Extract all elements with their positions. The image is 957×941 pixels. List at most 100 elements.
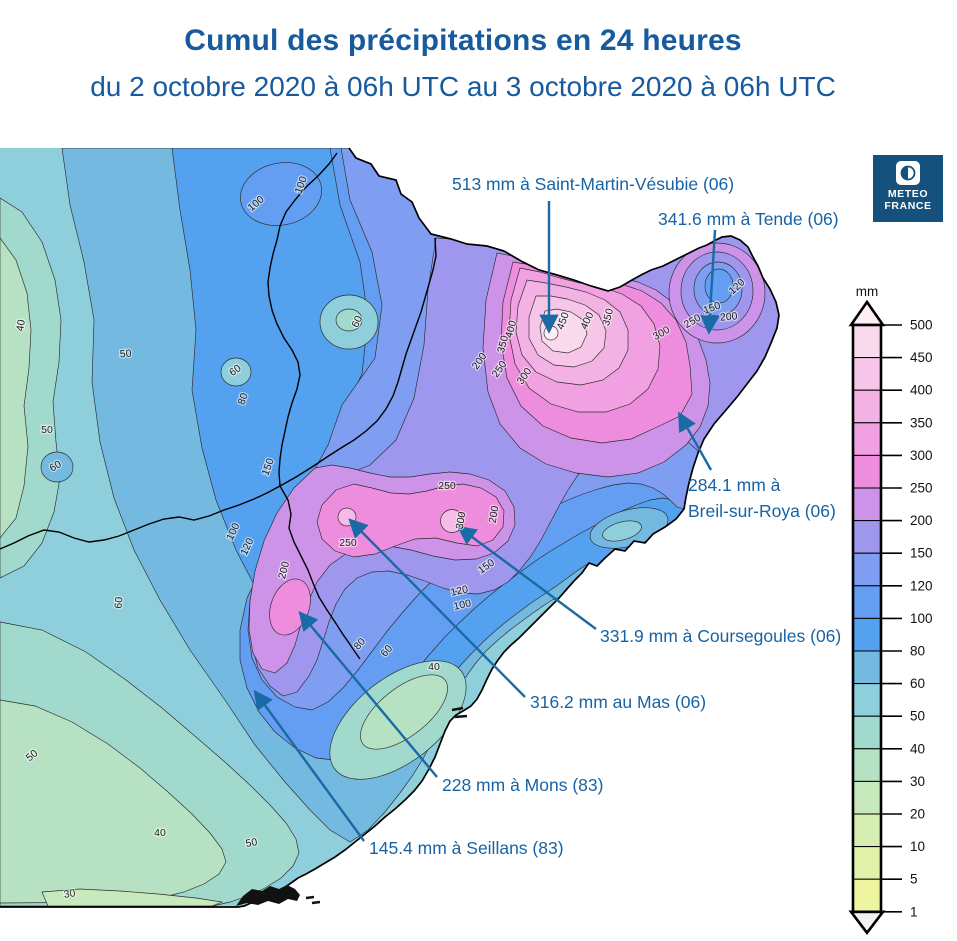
legend-tick-label: 20 — [910, 807, 925, 822]
contour-label-250: 250 — [438, 480, 456, 492]
contour-label-50: 50 — [41, 424, 53, 436]
contour-band-30-west — [0, 237, 32, 539]
annotation-label: 341.6 mm à Tende (06) — [658, 209, 839, 229]
legend-frame — [851, 323, 883, 914]
legend-band-1-5 — [852, 878, 882, 913]
contour-label-40: 40 — [154, 827, 166, 839]
annotation-label: 284.1 mm à — [688, 475, 781, 495]
logo-line2: FRANCE — [884, 200, 932, 212]
legend-tick-label: 30 — [910, 774, 925, 789]
contour-label-80: 80 — [236, 391, 251, 406]
legend-band-200-250 — [852, 487, 882, 522]
legend-band-20-30 — [852, 780, 882, 815]
arrow-tende — [700, 229, 720, 335]
annotation-coursegoules: 331.9 mm à Coursegoules (06) — [600, 623, 841, 649]
legend-tick-label: 500 — [910, 318, 933, 333]
contour-label-50: 50 — [245, 836, 259, 850]
legend-band-100-120 — [852, 585, 882, 619]
contour-label-50: 50 — [119, 348, 132, 361]
legend-tick-label: 450 — [910, 350, 933, 365]
islet-icon — [305, 895, 315, 900]
legend-band-60-80 — [852, 650, 882, 685]
france-italy-border-and-coastline — [0, 147, 780, 908]
contour-label-40: 40 — [14, 319, 28, 333]
contour-label-300: 300 — [454, 511, 469, 530]
pocket-100-north — [240, 162, 322, 226]
contour-label-30: 30 — [63, 887, 76, 901]
legend-tick-label: 5 — [910, 872, 918, 887]
pocket-50-small — [220, 357, 252, 387]
legend-tick-label: 1 — [910, 904, 918, 919]
legend-tick-label: 150 — [910, 546, 933, 561]
legend-tick-label: 60 — [910, 676, 925, 691]
annotation-seillans: 145.4 mm à Seillans (83) — [369, 835, 564, 861]
legend-band-400-450 — [852, 357, 882, 391]
page-subtitle: du 2 octobre 2020 à 06h UTC au 3 octobre… — [90, 71, 836, 102]
legend-band->500 — [848, 299, 886, 327]
contour-label-200: 200 — [719, 310, 738, 323]
contour-label-40: 40 — [428, 661, 440, 673]
saint-tropez-peninsula — [236, 885, 300, 906]
contour-label-350: 350 — [600, 307, 616, 327]
contour-label-200: 200 — [276, 560, 292, 580]
contour-label-200: 200 — [487, 505, 502, 524]
annotation-tende: 341.6 mm à Tende (06) — [658, 206, 839, 232]
legend-band-120-150 — [852, 552, 882, 587]
logo-line1: METEO — [887, 188, 929, 200]
annotation-label: 331.9 mm à Coursegoules (06) — [600, 626, 842, 646]
contour-band-30-frejus — [360, 674, 448, 750]
arrow-le-mas — [348, 518, 526, 698]
legend-band-300-350 — [852, 422, 882, 456]
menton-pocket-50 — [602, 520, 642, 542]
department-boundary-north — [267, 152, 338, 487]
contour-label-400: 400 — [503, 319, 519, 339]
contour-label-120: 120 — [450, 583, 470, 598]
annotation-label: 228 mm à Mons (83) — [442, 775, 604, 795]
legend-tick-label: 40 — [910, 741, 925, 756]
department-boundary-var — [0, 485, 361, 660]
contour-label-100: 100 — [453, 597, 473, 612]
legend-band-<1 — [848, 910, 886, 935]
legend-colorbar: mm 5004504003503002502001501201008060504… — [848, 284, 933, 935]
contour-label-60: 60 — [113, 596, 126, 609]
legend-tick-label: 200 — [910, 513, 933, 528]
legend-band-80-100 — [852, 617, 882, 652]
legend-band-350-400 — [852, 389, 882, 424]
annotation-label: 316.2 mm au Mas (06) — [530, 692, 707, 712]
meteo-france-icon — [896, 161, 920, 185]
meteo-france-logo: METEO FRANCE — [873, 155, 943, 222]
islet-icon — [311, 900, 321, 905]
contour-label-250: 250 — [339, 537, 357, 549]
header: Cumul des précipitations en 24 heures du… — [0, 0, 926, 103]
contour-label-450: 450 — [555, 311, 572, 332]
arrow-mons — [298, 611, 438, 778]
page-title: Cumul des précipitations en 24 heures — [184, 24, 742, 57]
annotation-arrows — [253, 201, 720, 842]
annotation-breil-sur-roya: 284.1 mm à Breil-sur-Roya (06) — [688, 472, 836, 524]
department-boundary-northeast — [279, 237, 437, 487]
legend-tick-label: 300 — [910, 448, 933, 463]
legend-tick-label: 120 — [910, 578, 933, 593]
legend-band-5-10 — [852, 846, 882, 880]
contour-band-20-southwest — [41, 888, 224, 907]
legend-band-30-40 — [852, 748, 882, 782]
annotation-le-mas: 316.2 mm au Mas (06) — [530, 689, 706, 715]
arrow-seillans — [253, 689, 365, 842]
precipitation-field — [0, 148, 779, 907]
blob-60-west — [40, 451, 74, 483]
legend-tick-label: 10 — [910, 839, 925, 854]
annotation-label: Breil-sur-Roya (06) — [688, 501, 836, 521]
annotation-mons: 228 mm à Mons (83) — [442, 772, 603, 798]
legend-band-40-50 — [852, 715, 882, 750]
annotation-label: 145.4 mm à Seillans (83) — [369, 838, 564, 858]
lerins-island-icon — [454, 714, 468, 719]
legend-band-50-60 — [852, 683, 882, 717]
logo-text: METEO FRANCE — [884, 188, 931, 212]
annotation-saint-martin-vesubie: 513 mm à Saint-Martin-Vésubie (06) — [452, 171, 734, 197]
legend-unit: mm — [856, 284, 879, 299]
legend-tick-label: 400 — [910, 383, 933, 398]
legend-tick-label: 50 — [910, 709, 925, 724]
legend-band-150-200 — [852, 520, 882, 554]
lerins-island-icon — [451, 706, 464, 712]
